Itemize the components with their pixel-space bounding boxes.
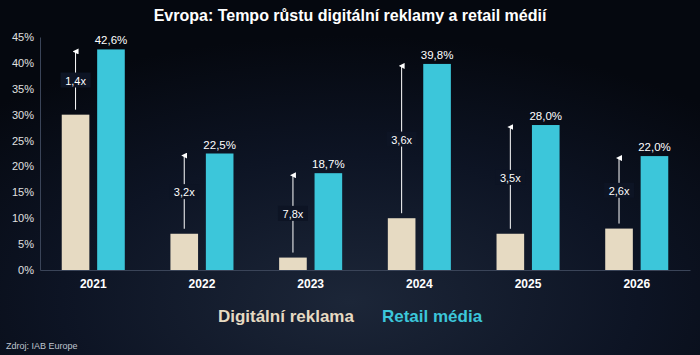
background bbox=[0, 0, 700, 355]
data-label: 28,0% bbox=[529, 110, 562, 122]
y-tick: 25% bbox=[12, 135, 40, 147]
bar bbox=[641, 156, 669, 270]
x-tick: 2026 bbox=[623, 270, 650, 291]
data-label: 18,7% bbox=[312, 158, 345, 170]
y-tick: 0% bbox=[18, 264, 40, 276]
x-axis: 2021 2022 2023 2024 2025 2026 bbox=[41, 270, 691, 291]
y-tick: 40% bbox=[12, 57, 40, 69]
annotations: 1,4x 3,2x 7,8x 3,6x 3,5x 2,6x bbox=[61, 51, 634, 252]
x-axis-line bbox=[41, 270, 691, 271]
bars bbox=[62, 49, 669, 270]
legend-entry: Retail média bbox=[382, 307, 483, 326]
y-tick: 30% bbox=[12, 109, 40, 121]
annotation-backdrop bbox=[278, 206, 308, 221]
annotation-label: 1,4x bbox=[65, 75, 86, 87]
bar bbox=[605, 229, 633, 270]
y-tick-label: 40% bbox=[12, 57, 34, 69]
bar bbox=[497, 234, 525, 270]
annotation-backdrop bbox=[169, 184, 199, 199]
x-tick-label: 2025 bbox=[515, 277, 542, 291]
y-tick-label: 5% bbox=[18, 238, 34, 250]
y-tick-label: 25% bbox=[12, 135, 34, 147]
bar bbox=[170, 234, 198, 270]
bar bbox=[423, 64, 451, 270]
data-label: 39,8% bbox=[421, 49, 454, 61]
x-tick-label: 2024 bbox=[406, 277, 433, 291]
legend: Digitální reklama Retail média bbox=[218, 307, 483, 326]
x-tick: 2021 bbox=[80, 270, 107, 291]
x-tick: 2025 bbox=[515, 270, 542, 291]
annotation-label: 3,6x bbox=[391, 134, 412, 146]
y-tick-label: 30% bbox=[12, 109, 34, 121]
y-tick-label: 15% bbox=[12, 186, 34, 198]
data-label: 22,0% bbox=[638, 141, 671, 153]
y-tick: 10% bbox=[12, 212, 40, 224]
annotation-label: 7,8x bbox=[283, 208, 304, 220]
annotation-backdrop bbox=[61, 73, 91, 88]
bar bbox=[62, 115, 90, 270]
y-tick-label: 20% bbox=[12, 160, 34, 172]
legend-entry: Digitální reklama bbox=[218, 307, 355, 326]
x-tick-label: 2026 bbox=[623, 277, 650, 291]
y-tick: 45% bbox=[12, 31, 40, 43]
bar bbox=[206, 154, 234, 271]
bar bbox=[97, 49, 125, 270]
y-tick-label: 10% bbox=[12, 212, 34, 224]
annotation-label: 3,2x bbox=[174, 186, 195, 198]
y-tick-label: 0% bbox=[18, 264, 34, 276]
annotation-backdrop bbox=[495, 170, 525, 185]
bar bbox=[315, 173, 343, 270]
y-tick: 5% bbox=[18, 238, 40, 250]
bar bbox=[388, 218, 416, 270]
y-axis: 0% 5% 10% 15% 20% 25% 30% 35% 40% 45% bbox=[12, 31, 41, 276]
x-tick-label: 2022 bbox=[189, 277, 216, 291]
x-tick: 2023 bbox=[297, 270, 324, 291]
y-tick-label: 45% bbox=[12, 31, 34, 43]
data-label: 42,6% bbox=[95, 34, 128, 46]
y-tick: 15% bbox=[12, 186, 40, 198]
chart: Evropa: Tempo růstu digitální reklamy a … bbox=[0, 0, 700, 355]
annotation-label: 2,6x bbox=[609, 185, 630, 197]
bar bbox=[532, 125, 560, 270]
plot: 0% 5% 10% 15% 20% 25% 30% 35% 40% 45% 2021 2022 2023… bbox=[12, 31, 691, 291]
y-axis-line bbox=[40, 38, 41, 271]
annotation-label: 3,5x bbox=[500, 172, 521, 184]
x-tick: 2024 bbox=[406, 270, 433, 291]
y-tick: 20% bbox=[12, 160, 40, 172]
x-tick-label: 2021 bbox=[80, 277, 107, 291]
annotation-backdrop bbox=[387, 132, 417, 147]
data-label: 22,5% bbox=[203, 139, 236, 151]
bar bbox=[279, 258, 307, 270]
annotation-backdrop bbox=[604, 183, 634, 198]
data-labels: 42,6% 22,5% 18,7% 39,8% 28,0% 22,0% bbox=[95, 34, 671, 170]
y-tick-label: 35% bbox=[12, 83, 34, 95]
source: Zdroj: IAB Europe bbox=[6, 341, 78, 351]
x-tick: 2022 bbox=[189, 270, 216, 291]
title: Evropa: Tempo růstu digitální reklamy a … bbox=[154, 7, 547, 24]
y-tick: 35% bbox=[12, 83, 40, 95]
x-tick-label: 2023 bbox=[297, 277, 324, 291]
